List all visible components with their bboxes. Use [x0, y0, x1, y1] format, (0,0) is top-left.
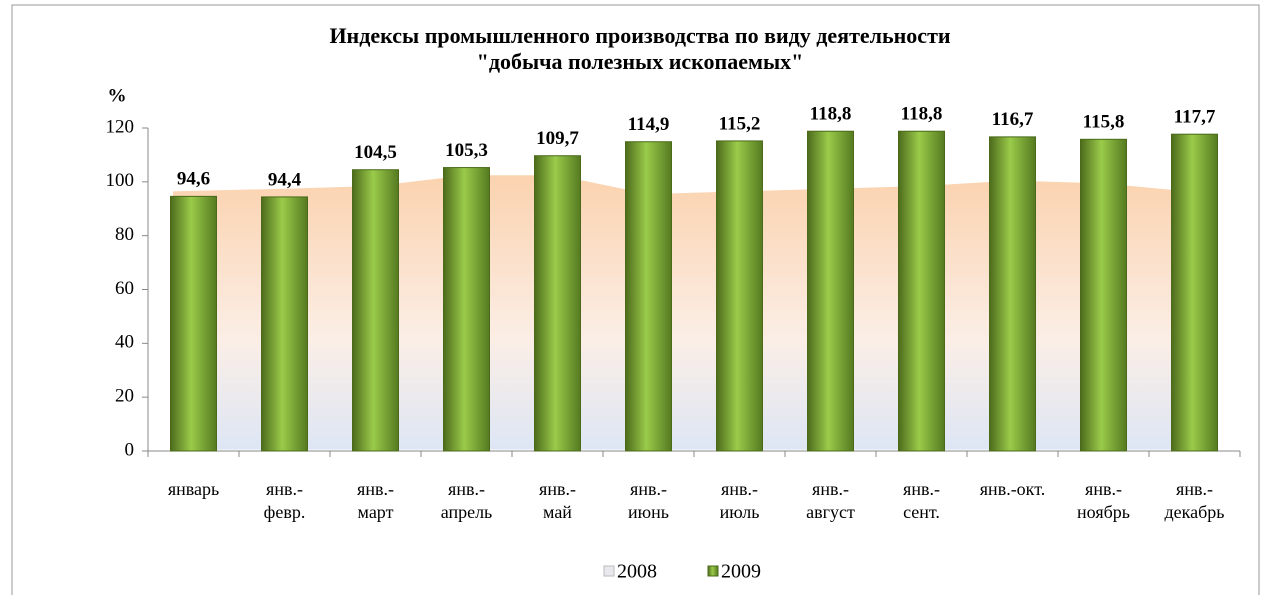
- data-label: 118,8: [901, 104, 943, 125]
- chart-title: Индексы промышленного производства по ви…: [329, 23, 950, 74]
- data-label: 94,6: [177, 169, 210, 190]
- x-tick-label: янв.-июнь: [628, 479, 669, 522]
- x-tick-label: янв.-февр.: [264, 479, 306, 522]
- x-tick-label: янв.-март: [357, 479, 394, 522]
- bar: [625, 141, 672, 452]
- bar: [261, 196, 308, 452]
- x-tick-label: янв.-май: [539, 479, 576, 522]
- legend-swatch: [603, 565, 615, 577]
- y-tick-label: 120: [106, 116, 135, 137]
- area: [170, 172, 1218, 453]
- y-tick-label: 40: [115, 332, 134, 353]
- y-tick-label: 0: [125, 439, 135, 460]
- y-tick-label: 100: [106, 170, 135, 191]
- x-tick-label: янв.-ноябрь: [1077, 479, 1130, 522]
- data-label: 109,7: [536, 128, 579, 149]
- y-tick-label: 20: [115, 386, 134, 407]
- y-axis-label: %: [108, 85, 127, 106]
- bar: [443, 167, 490, 452]
- bar: [716, 140, 763, 452]
- data-label: 116,7: [992, 109, 1034, 130]
- data-label: 104,5: [354, 142, 397, 163]
- x-tick-label: январь: [168, 479, 219, 499]
- bar: [807, 130, 854, 452]
- legend-label: 2009: [721, 561, 761, 583]
- data-label: 118,8: [810, 104, 852, 125]
- bar: [1080, 138, 1127, 452]
- y-tick-label: 60: [115, 278, 134, 299]
- legend-label: 2008: [617, 561, 657, 583]
- data-label: 115,2: [719, 113, 761, 134]
- x-tick-label: янв.-декабрь: [1165, 479, 1225, 522]
- legend-swatch: [707, 565, 719, 577]
- bar: [989, 136, 1036, 452]
- data-label: 94,4: [268, 169, 302, 190]
- bar: [352, 169, 399, 452]
- x-tick-label: янв.-окт.: [980, 479, 1045, 499]
- bar: [534, 155, 581, 452]
- data-label: 117,7: [1174, 107, 1216, 128]
- data-label: 114,9: [628, 114, 670, 135]
- y-tick-label: 80: [115, 224, 134, 245]
- x-tick-label: янв.-июль: [720, 479, 760, 522]
- bar: [1171, 133, 1218, 452]
- bar: [170, 195, 217, 452]
- x-tick-label: янв.-апрель: [441, 479, 493, 522]
- bar: [898, 130, 945, 452]
- x-tick-label: янв.-август: [806, 479, 855, 522]
- data-label: 115,8: [1083, 112, 1125, 133]
- data-label: 105,3: [445, 140, 488, 161]
- x-tick-label: янв.-сент.: [903, 479, 940, 522]
